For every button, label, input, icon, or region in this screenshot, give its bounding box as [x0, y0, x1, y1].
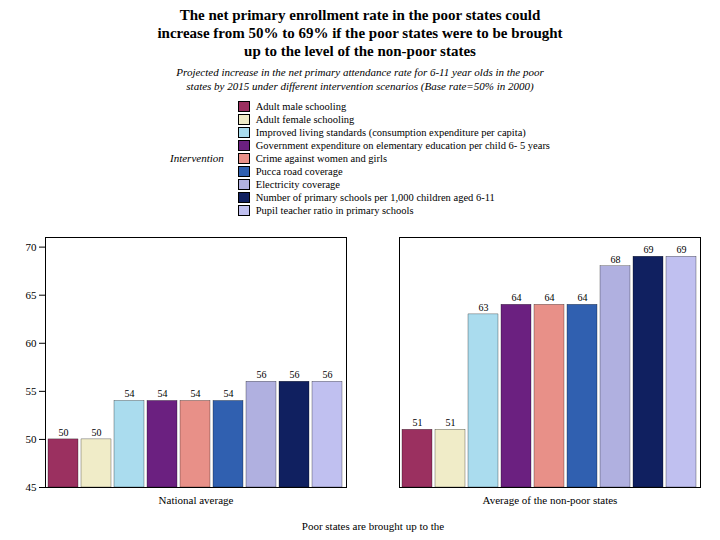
html-text:Adult male schooling: Adult male schooling: [255, 100, 347, 112]
svg-text:56: 56: [323, 368, 333, 379]
svg-text:63: 63: [479, 301, 489, 312]
svg-text:60: 60: [26, 336, 38, 348]
html-text:Pucca road coverage: Pucca road coverage: [255, 165, 343, 177]
html-text:The net primary enrollment rat: The net primary enrollment rate in the p…: [157, 7, 563, 59]
svg-text:70: 70: [26, 240, 38, 252]
svg-text:56: 56: [290, 368, 300, 379]
svg-text:69: 69: [644, 243, 654, 254]
html-text:Number of primary schools per: Number of primary schools per 1,000 chil…: [255, 191, 495, 203]
html-text:Adult female schooling: Adult female schooling: [255, 113, 355, 125]
svg-text:45: 45: [26, 481, 38, 493]
svg-text:68: 68: [611, 253, 621, 264]
svg-text:54: 54: [191, 388, 201, 399]
svg-text:50: 50: [59, 426, 69, 437]
svg-text:69: 69: [677, 243, 687, 254]
svg-text:Average of the non-poor states: Average of the non-poor states: [483, 494, 618, 506]
html-text:Crime against women and girls: Crime against women and girls: [255, 152, 387, 164]
html-text:Government expenditure on elem: Government expenditure on elementary edu…: [255, 139, 550, 151]
html-text:Projected increase in the net: Projected increase in the net primary at…: [176, 66, 544, 92]
html-text:Intervention: Intervention: [170, 152, 224, 164]
svg-text:55: 55: [26, 384, 38, 396]
svg-text:65: 65: [26, 288, 38, 300]
svg-text:50: 50: [92, 426, 102, 437]
svg-text:64: 64: [512, 292, 522, 303]
svg-text:54: 54: [158, 388, 168, 399]
html-text:Electricity coverage: Electricity coverage: [255, 178, 340, 190]
html-text:Pupil teacher ratio in primary: Pupil teacher ratio in primary schools: [255, 204, 414, 216]
svg-text:National average: National average: [159, 494, 234, 506]
svg-text:54: 54: [224, 388, 234, 399]
svg-text:54: 54: [125, 388, 135, 399]
svg-text:51: 51: [446, 417, 456, 428]
svg-text:50: 50: [26, 432, 38, 444]
html-text:Improved living standards (con: Improved living standards (consumption e…: [255, 126, 526, 138]
svg-text:64: 64: [578, 292, 588, 303]
svg-text:Poor states are brought up to: Poor states are brought up to the: [302, 519, 444, 531]
svg-text:51: 51: [413, 417, 423, 428]
svg-text:64: 64: [545, 292, 555, 303]
svg-text:56: 56: [257, 368, 267, 379]
